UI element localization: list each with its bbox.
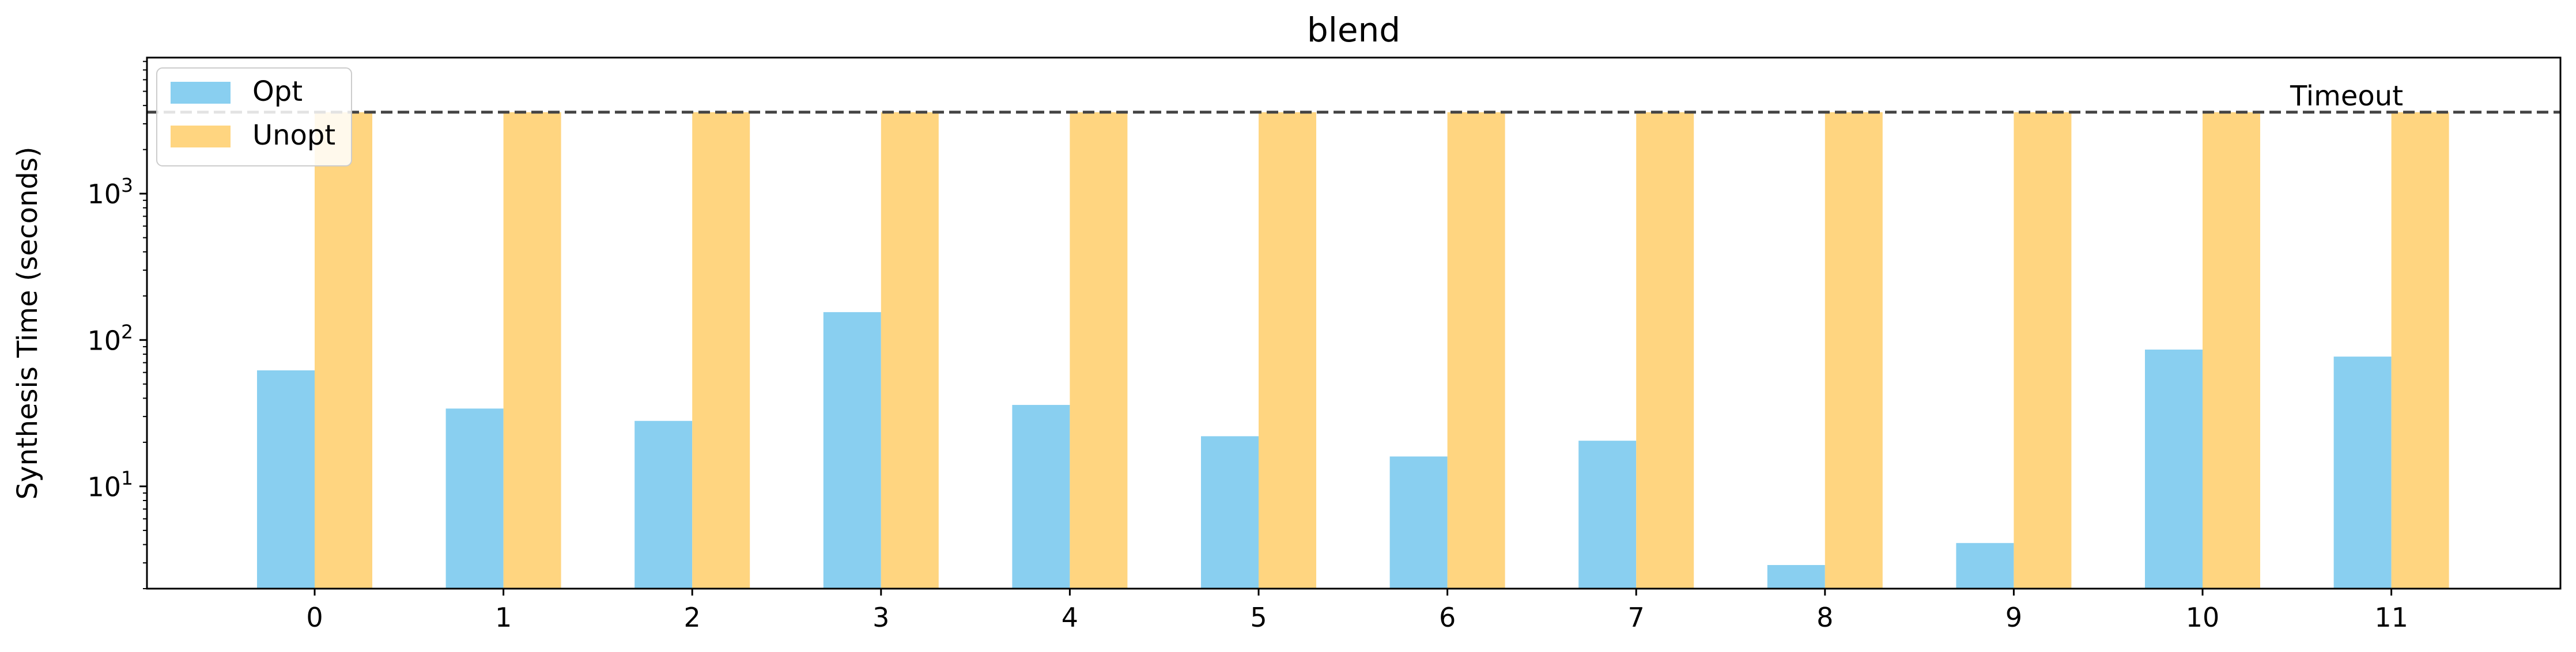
- bar-unopt-6: [1447, 112, 1505, 589]
- bar-opt-1: [445, 408, 504, 589]
- x-tick-label-1: 1: [495, 602, 512, 633]
- bar-unopt-10: [2203, 112, 2260, 589]
- bar-unopt-7: [1636, 112, 1694, 589]
- bar-opt-2: [634, 420, 693, 589]
- bar-opt-7: [1578, 441, 1637, 589]
- y-axis-label: Synthesis Time (seconds): [12, 146, 44, 499]
- bar-unopt-9: [2014, 112, 2072, 589]
- x-tick-label-11: 11: [2374, 602, 2408, 633]
- x-tick-label-3: 3: [872, 602, 889, 633]
- bar-unopt-3: [881, 112, 939, 589]
- x-tick-label-5: 5: [1250, 602, 1267, 633]
- x-tick-label-8: 8: [1816, 602, 1833, 633]
- bar-opt-10: [2145, 349, 2203, 589]
- bar-opt-11: [2333, 357, 2392, 589]
- timeout-label: Timeout: [2290, 80, 2403, 112]
- bar-unopt-2: [692, 112, 750, 589]
- y-tick-label-10: 101: [87, 467, 133, 502]
- bar-unopt-8: [1825, 112, 1883, 589]
- bar-unopt-5: [1259, 112, 1316, 589]
- bar-unopt-4: [1070, 112, 1128, 589]
- y-tick-label-1000: 103: [87, 174, 133, 210]
- legend: Opt Unopt: [156, 67, 352, 166]
- bar-opt-3: [823, 312, 881, 589]
- bar-opt-5: [1201, 436, 1259, 589]
- legend-label-unopt: Unopt: [252, 119, 335, 151]
- x-tick-label-6: 6: [1439, 602, 1456, 633]
- x-tick-label-0: 0: [306, 602, 323, 633]
- x-tick-label-4: 4: [1062, 602, 1078, 633]
- bar-unopt-11: [2391, 112, 2449, 589]
- bar-opt-4: [1012, 405, 1070, 589]
- x-tick-label-7: 7: [1628, 602, 1645, 633]
- y-tick-label-100: 102: [87, 320, 133, 356]
- bar-opt-8: [1767, 564, 1825, 589]
- bar-unopt-1: [503, 112, 561, 589]
- legend-swatch-unopt: [171, 126, 231, 147]
- x-tick-label-9: 9: [2005, 602, 2022, 633]
- bar-opt-9: [1956, 543, 2014, 589]
- x-tick-label-10: 10: [2186, 602, 2220, 633]
- plot-area: Timeout 0 1 2 3 4 5 6 7 8 9 10 11 101 102 103 Opt Unopt: [87, 56, 2562, 633]
- chart-title: blend: [1307, 10, 1400, 50]
- bar-unopt-0: [315, 112, 372, 589]
- legend-label-opt: Opt: [252, 75, 303, 108]
- legend-swatch-opt: [171, 82, 231, 104]
- bar-opt-6: [1389, 456, 1448, 589]
- bar-opt-0: [257, 370, 315, 589]
- axes-frame: [146, 56, 2562, 590]
- x-tick-label-2: 2: [684, 602, 701, 633]
